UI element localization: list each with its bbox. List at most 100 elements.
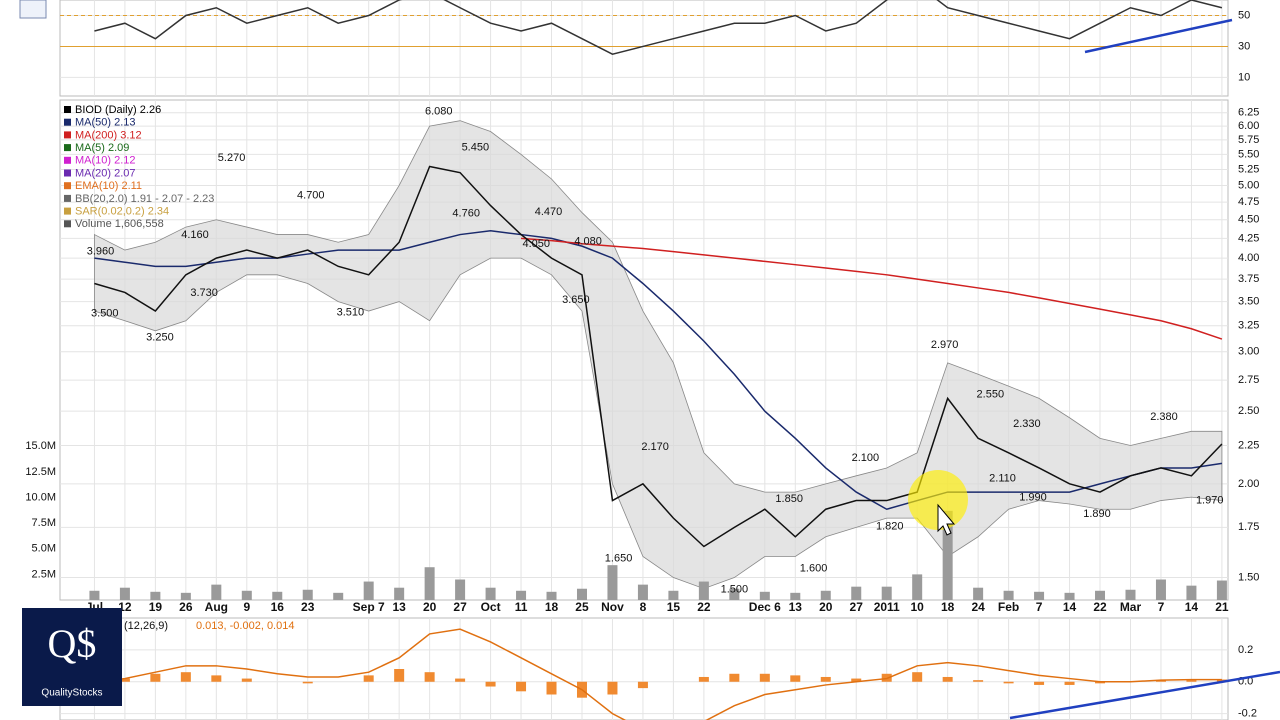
bar xyxy=(759,591,770,600)
bar xyxy=(1064,681,1075,685)
y-tick-label: 2.75 xyxy=(1238,374,1259,386)
legend-label: MA(5) 2.09 xyxy=(75,142,129,154)
cursor xyxy=(937,503,956,536)
bar xyxy=(1034,591,1045,600)
indicator-values: 0.013, -0.002, 0.014 xyxy=(196,620,294,632)
y-tick-label: 6.25 xyxy=(1238,107,1259,119)
y-tick-label: 5.25 xyxy=(1238,163,1259,175)
bar xyxy=(729,588,740,600)
bar xyxy=(302,681,313,684)
bar xyxy=(1003,590,1014,600)
x-tick-label: 27 xyxy=(850,600,864,614)
price-annotation: 4.700 xyxy=(297,189,325,201)
logo-mark: Q$ xyxy=(48,621,97,666)
legend-label: MA(10) 2.12 xyxy=(75,155,136,167)
bar xyxy=(1186,585,1197,600)
tool-icon[interactable] xyxy=(19,0,47,19)
y-tick-label: 3.25 xyxy=(1238,320,1259,332)
bar xyxy=(455,678,466,682)
y2-tick-label: 5.0M xyxy=(32,543,56,555)
x-tick-label: Oct xyxy=(481,600,501,614)
y-tick-label: 4.25 xyxy=(1238,232,1259,244)
x-tick-label: Aug xyxy=(205,600,228,614)
bar xyxy=(1034,681,1045,685)
legend-label: MA(20) 2.07 xyxy=(75,167,136,179)
x-tick-label: 14 xyxy=(1185,600,1199,614)
bar xyxy=(546,591,557,600)
bar xyxy=(1095,590,1106,600)
x-tick-label: 22 xyxy=(1093,600,1107,614)
y-tick-label: 10 xyxy=(1238,71,1250,83)
bar xyxy=(485,587,496,600)
line xyxy=(94,165,1223,548)
bar xyxy=(89,590,100,600)
y-tick-label: 4.50 xyxy=(1238,214,1259,226)
y-tick-label: 50 xyxy=(1238,9,1250,21)
price-annotation: 3.500 xyxy=(91,308,119,320)
bar xyxy=(333,592,344,600)
x-tick-label: 26 xyxy=(179,600,193,614)
line xyxy=(94,628,1222,720)
logo-name: QualityStocks xyxy=(41,688,102,699)
y2-tick-label: 2.5M xyxy=(32,568,56,580)
y-tick-label: 3.50 xyxy=(1238,296,1259,308)
bar xyxy=(119,678,130,682)
x-tick-label: 19 xyxy=(149,600,163,614)
price-annotation: 4.160 xyxy=(181,229,209,241)
bar xyxy=(942,510,953,600)
indicator-title: (12,26,9) xyxy=(124,620,168,632)
price-annotation: 2.170 xyxy=(641,441,669,453)
bar xyxy=(1186,680,1197,682)
bar xyxy=(241,678,252,682)
price-annotation: 1.850 xyxy=(775,493,803,505)
legend-label: MA(200) 3.12 xyxy=(75,129,142,141)
price-annotation: 2.380 xyxy=(1150,411,1178,423)
bar xyxy=(759,673,770,682)
bar xyxy=(820,590,831,600)
price-annotation: 4.470 xyxy=(535,206,563,218)
x-tick-label: 7 xyxy=(1036,600,1043,614)
x-tick-label: 9 xyxy=(243,600,250,614)
price-annotation: 3.960 xyxy=(87,245,115,257)
bar xyxy=(211,584,222,600)
bar xyxy=(272,591,283,600)
legend-swatch xyxy=(64,131,71,139)
legend-label: BIOD (Daily) 2.26 xyxy=(75,104,161,116)
x-tick-label: 20 xyxy=(423,600,437,614)
x-tick-label: 18 xyxy=(941,600,955,614)
x-tick-label: 27 xyxy=(453,600,467,614)
cursor-highlight xyxy=(908,470,968,530)
legend-swatch xyxy=(64,169,71,177)
price-annotation: 6.080 xyxy=(425,106,453,118)
y-tick-label: 1.50 xyxy=(1238,571,1259,583)
bar xyxy=(912,574,923,600)
bar xyxy=(150,591,161,600)
bar xyxy=(211,675,222,682)
bar xyxy=(607,681,618,695)
bar xyxy=(637,681,648,689)
x-tick-label: 23 xyxy=(301,600,315,614)
bar xyxy=(607,565,618,600)
x-tick-label: 2011 xyxy=(874,600,900,614)
bar xyxy=(698,581,709,600)
y-tick-label: 1.75 xyxy=(1238,521,1259,533)
bar xyxy=(1216,580,1227,600)
bar xyxy=(912,672,923,682)
bar xyxy=(516,590,527,600)
legend-swatch xyxy=(64,156,71,164)
price-annotation: 2.550 xyxy=(977,389,1005,401)
legend-swatch xyxy=(64,118,71,126)
y-tick-label: 4.00 xyxy=(1238,252,1259,264)
x-tick-label: 13 xyxy=(392,600,406,614)
price-annotation: 1.650 xyxy=(605,552,633,564)
trendline xyxy=(1084,18,1233,54)
x-tick-label: Mar xyxy=(1120,600,1142,614)
x-tick-label: Feb xyxy=(998,600,1019,614)
price-annotation: 4.050 xyxy=(523,238,551,250)
bar xyxy=(302,589,313,600)
bar xyxy=(668,590,679,600)
bar xyxy=(973,680,984,682)
bar xyxy=(790,592,801,600)
trendline xyxy=(1009,670,1280,720)
price-annotation: 1.990 xyxy=(1019,491,1047,503)
